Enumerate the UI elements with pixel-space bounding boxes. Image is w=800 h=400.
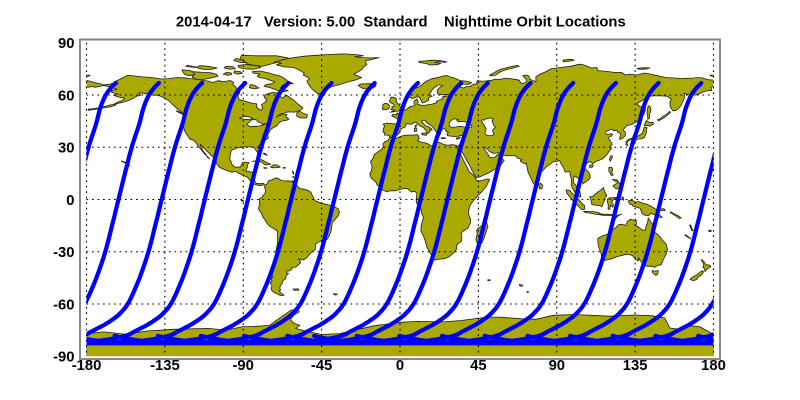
svg-text:-135: -135: [150, 358, 180, 374]
svg-text:30: 30: [58, 141, 74, 157]
svg-text:-90: -90: [53, 350, 74, 366]
svg-text:60: 60: [58, 88, 74, 104]
svg-text:-90: -90: [233, 358, 254, 374]
svg-text:-60: -60: [53, 297, 74, 313]
svg-text:180: 180: [701, 358, 726, 374]
svg-text:0: 0: [66, 193, 74, 209]
svg-text:-30: -30: [53, 245, 74, 261]
svg-text:90: 90: [58, 36, 74, 52]
svg-text:-45: -45: [311, 358, 332, 374]
svg-text:45: 45: [470, 358, 486, 374]
svg-text:135: 135: [623, 358, 648, 374]
svg-text:2014-04-17 Version: 5.00 St: 2014-04-17 Version: 5.00 Standard Nightt…: [176, 15, 626, 31]
svg-text:-180: -180: [72, 358, 102, 374]
svg-text:90: 90: [549, 358, 565, 374]
svg-text:0: 0: [396, 358, 404, 374]
